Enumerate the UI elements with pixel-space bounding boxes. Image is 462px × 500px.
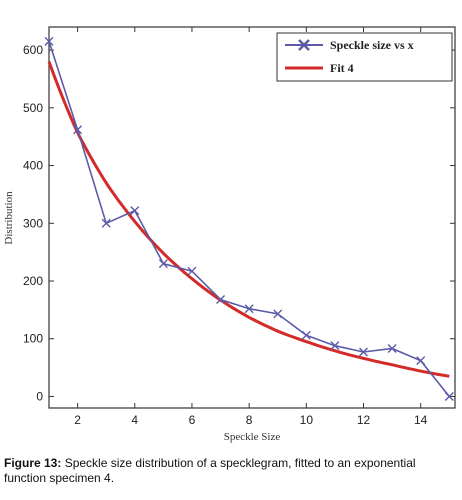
- y-tick-label: 300: [23, 216, 43, 230]
- legend: Speckle size vs x Fit 4: [276, 32, 453, 82]
- series-layer: [44, 36, 454, 401]
- data-point-marker: [301, 330, 311, 340]
- data-point-marker: [387, 344, 397, 354]
- legend-box: [276, 32, 453, 82]
- x-axis-label: Speckle Size: [224, 431, 281, 443]
- legend-label-0: Speckle size vs x: [330, 38, 414, 52]
- caption-text: Speckle size distribution of a specklegr…: [4, 456, 416, 485]
- data-point-marker: [244, 304, 254, 314]
- y-tick-label: 500: [23, 101, 43, 115]
- chart: 2 4 6 8 10 12 14 0 100 200 300 400 500 600 Speckle S…: [3, 26, 456, 443]
- x-tick-label: 12: [357, 413, 371, 427]
- x-tick-label: 6: [189, 413, 196, 427]
- x-tick-label: 4: [131, 413, 138, 427]
- data-point-marker: [158, 259, 168, 269]
- data-point-marker: [44, 36, 54, 46]
- data-point-marker: [130, 206, 140, 216]
- legend-label-1: Fit 4: [330, 61, 354, 75]
- y-tick-label: 400: [23, 159, 43, 173]
- data-point-marker: [73, 125, 83, 135]
- fit-curve-line: [47, 61, 450, 378]
- data-point-marker: [416, 356, 426, 366]
- data-point-marker: [330, 341, 340, 351]
- caption-label: Figure 13:: [4, 456, 62, 470]
- y-tick-label: 600: [23, 43, 43, 57]
- y-axis-label: Distribution: [3, 191, 15, 245]
- y-axis-ticks: 0 100 200 300 400 500 600: [23, 43, 455, 403]
- data-point-marker: [187, 266, 197, 276]
- legend-swatch-marker-0: [298, 39, 310, 51]
- data-point-marker: [216, 294, 226, 304]
- x-axis-ticks: 2 4 6 8 10 12 14: [74, 27, 428, 427]
- figure-caption: Figure 13: Speckle size distribution of …: [4, 456, 456, 486]
- y-tick-label: 0: [36, 389, 43, 403]
- x-tick-label: 8: [246, 413, 253, 427]
- data-point-marker: [101, 218, 111, 228]
- data-point-marker: [273, 309, 283, 319]
- y-tick-label: 100: [23, 332, 43, 346]
- x-tick-label: 10: [300, 413, 314, 427]
- plot-background: [48, 26, 456, 409]
- x-tick-label: 2: [74, 413, 81, 427]
- y-tick-label: 200: [23, 274, 43, 288]
- data-point-marker: [359, 347, 369, 357]
- data-point-marker: [444, 391, 454, 401]
- x-tick-label: 14: [414, 413, 428, 427]
